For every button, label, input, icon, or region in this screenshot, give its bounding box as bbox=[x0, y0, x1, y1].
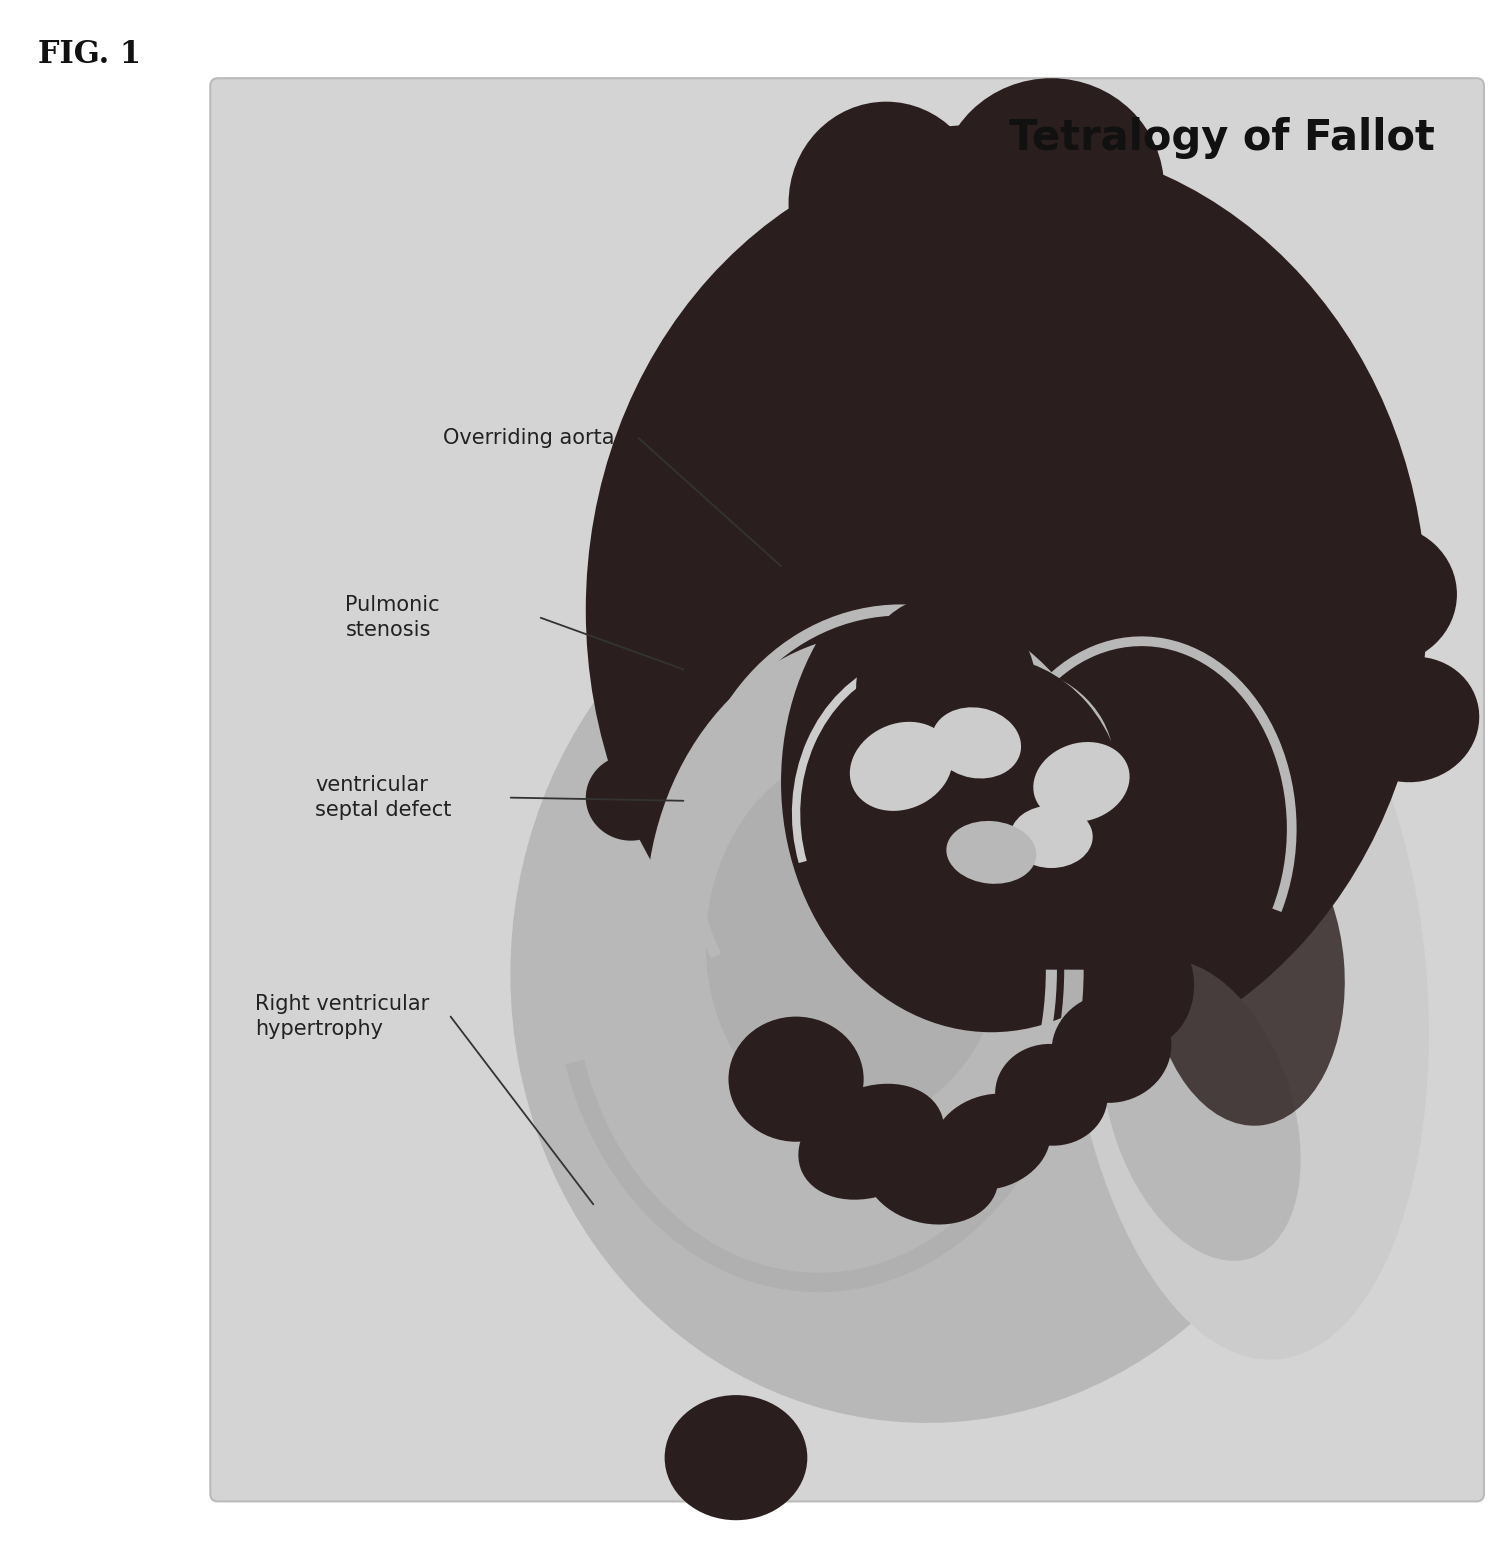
Ellipse shape bbox=[728, 1017, 864, 1142]
Ellipse shape bbox=[933, 1093, 1050, 1190]
Text: Tetralogy of Fallot: Tetralogy of Fallot bbox=[1008, 117, 1434, 160]
Ellipse shape bbox=[1102, 960, 1301, 1261]
Text: FIG. 1: FIG. 1 bbox=[38, 39, 141, 70]
Text: Pulmonic
stenosis: Pulmonic stenosis bbox=[345, 596, 440, 640]
Ellipse shape bbox=[850, 723, 952, 810]
Ellipse shape bbox=[1344, 657, 1479, 782]
Ellipse shape bbox=[864, 1121, 999, 1225]
Ellipse shape bbox=[856, 594, 1036, 782]
Ellipse shape bbox=[664, 1395, 808, 1520]
Text: Right ventricular
hypertrophy: Right ventricular hypertrophy bbox=[255, 995, 430, 1038]
Ellipse shape bbox=[719, 368, 873, 571]
Ellipse shape bbox=[1033, 741, 1130, 823]
Ellipse shape bbox=[1009, 805, 1093, 868]
Ellipse shape bbox=[939, 78, 1164, 297]
Ellipse shape bbox=[1065, 612, 1428, 1359]
Ellipse shape bbox=[1051, 993, 1172, 1103]
Ellipse shape bbox=[946, 821, 1036, 884]
Ellipse shape bbox=[1149, 813, 1344, 1126]
Ellipse shape bbox=[856, 125, 1081, 282]
Text: Overriding aorta: Overriding aorta bbox=[443, 429, 614, 447]
Ellipse shape bbox=[781, 532, 1202, 1032]
Ellipse shape bbox=[586, 141, 1427, 1079]
Ellipse shape bbox=[1089, 923, 1194, 1048]
Ellipse shape bbox=[593, 511, 743, 683]
FancyBboxPatch shape bbox=[210, 78, 1484, 1501]
Ellipse shape bbox=[931, 707, 1021, 779]
Text: ventricular
septal defect: ventricular septal defect bbox=[315, 776, 452, 820]
Ellipse shape bbox=[646, 633, 1096, 1181]
Ellipse shape bbox=[511, 516, 1352, 1423]
Ellipse shape bbox=[799, 1084, 943, 1200]
Ellipse shape bbox=[789, 102, 984, 305]
Ellipse shape bbox=[996, 1043, 1107, 1146]
Ellipse shape bbox=[586, 754, 676, 841]
Ellipse shape bbox=[856, 657, 1126, 970]
Ellipse shape bbox=[1307, 524, 1457, 665]
Ellipse shape bbox=[706, 751, 1006, 1126]
